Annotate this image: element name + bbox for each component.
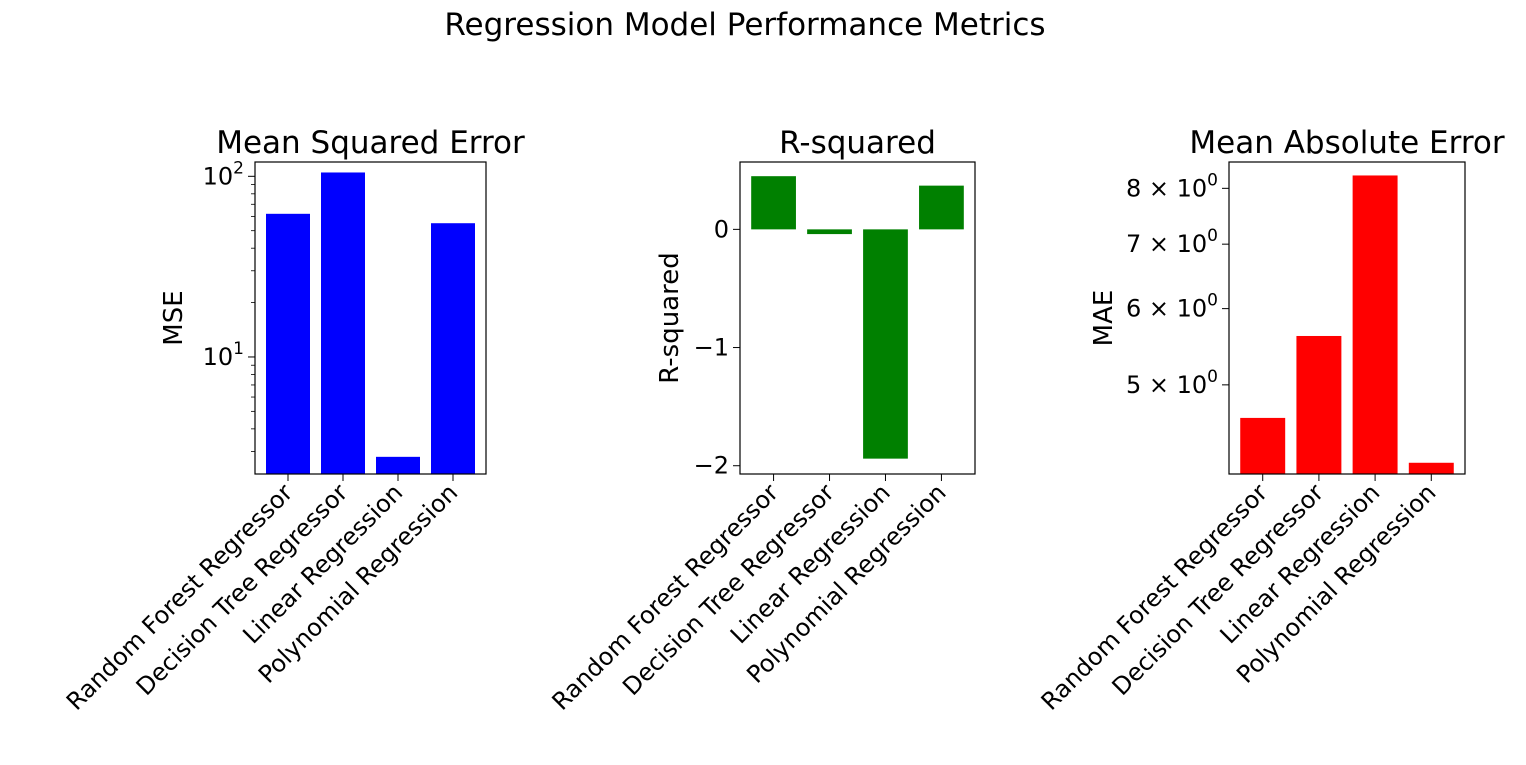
- mse-bar-3: [376, 456, 420, 474]
- r2-x-tick-label: Decision Tree Regressor: [617, 478, 840, 701]
- mse-bar-1: [266, 213, 310, 474]
- r2-y-tick-label: −2: [694, 452, 729, 480]
- mse-x-tick-label: Random Forest Regressor: [61, 478, 298, 715]
- r2-bar-2: [807, 229, 852, 235]
- mae-y-tick-label: 8 × 100: [1126, 170, 1218, 202]
- mse-bar-4: [431, 223, 475, 474]
- r2-title: R-squared: [779, 125, 936, 161]
- mse-x-tick-label: Decision Tree Regressor: [131, 478, 354, 701]
- mae-y-tick-label: 6 × 100: [1126, 291, 1218, 323]
- mse-y-tick-label: 102: [203, 158, 244, 190]
- r2-bar-1: [751, 176, 796, 230]
- mae-bar-4: [1408, 462, 1454, 474]
- mae-y-tick-label: 5 × 100: [1126, 367, 1218, 399]
- mse-ylabel: MSE: [159, 290, 189, 345]
- mae-ylabel: MAE: [1089, 290, 1119, 347]
- mae-title: Mean Absolute Error: [1189, 125, 1504, 161]
- r2-axes-frame: [739, 161, 976, 475]
- r2-bar-3: [863, 229, 908, 459]
- mae-panel: 5 × 100 6 × 100 7 × 100 8 × 100 Random Fores…: [1036, 125, 1505, 716]
- mse-y-tick-label: 101: [203, 339, 244, 371]
- r2-ylabel: R-squared: [655, 252, 685, 383]
- mae-bar-2: [1296, 335, 1342, 474]
- r2-x-tick-label: Random Forest Regressor: [547, 478, 784, 715]
- r2-bar-4: [919, 185, 964, 230]
- chart-suptitle: Regression Model Performance Metrics: [444, 7, 1045, 43]
- r2-y-tick-label: 0: [714, 215, 729, 243]
- mae-x-tick-label: Random Forest Regressor: [1036, 478, 1273, 715]
- mae-y-tick-label: 7 × 100: [1126, 226, 1218, 258]
- mae-bar-1: [1240, 417, 1286, 474]
- r2-y-tick-label: −1: [694, 334, 729, 362]
- mae-x-tick-label: Decision Tree Regressor: [1107, 478, 1330, 701]
- mae-axes-frame: [1228, 161, 1466, 475]
- mae-bar-3: [1352, 175, 1398, 474]
- mse-title: Mean Squared Error: [216, 125, 525, 161]
- mse-axes-frame: [254, 161, 487, 475]
- mse-bar-2: [321, 172, 365, 474]
